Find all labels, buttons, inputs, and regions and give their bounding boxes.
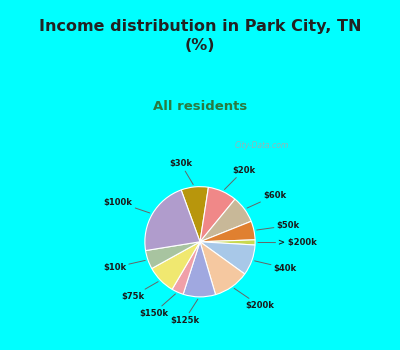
Wedge shape <box>200 240 255 245</box>
Wedge shape <box>200 187 235 242</box>
Text: $40k: $40k <box>255 261 297 273</box>
Wedge shape <box>181 187 208 242</box>
Wedge shape <box>200 221 255 242</box>
Text: $100k: $100k <box>104 198 150 213</box>
Wedge shape <box>145 190 200 251</box>
Text: $200k: $200k <box>234 288 274 310</box>
Text: Income distribution in Park City, TN
(%): Income distribution in Park City, TN (%) <box>39 20 361 53</box>
Text: $20k: $20k <box>224 166 255 189</box>
Wedge shape <box>172 242 200 294</box>
Wedge shape <box>200 242 245 295</box>
Wedge shape <box>146 242 200 268</box>
Wedge shape <box>200 242 255 274</box>
Text: $10k: $10k <box>103 260 145 272</box>
Text: $60k: $60k <box>247 191 286 208</box>
Text: $30k: $30k <box>169 159 193 184</box>
Text: $125k: $125k <box>170 299 199 324</box>
Text: All residents: All residents <box>153 100 247 113</box>
Text: City-Data.com: City-Data.com <box>235 141 289 150</box>
Text: $150k: $150k <box>139 294 176 318</box>
Wedge shape <box>152 242 200 289</box>
Text: > $200k: > $200k <box>258 238 317 247</box>
Wedge shape <box>183 242 216 297</box>
Wedge shape <box>200 199 251 242</box>
Text: $75k: $75k <box>121 282 158 301</box>
Text: $50k: $50k <box>257 221 300 230</box>
